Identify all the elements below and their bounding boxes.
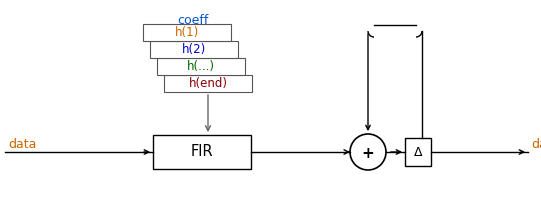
Bar: [143, 24, 231, 41]
Bar: [164, 75, 252, 92]
Text: data: data: [531, 138, 541, 151]
Text: $\Delta$: $\Delta$: [413, 145, 423, 158]
Bar: [150, 41, 238, 58]
Text: h(2): h(2): [182, 43, 206, 56]
Text: coeff: coeff: [177, 14, 209, 27]
Text: data: data: [8, 138, 36, 151]
Text: h(...): h(...): [187, 60, 215, 73]
Bar: [153, 135, 251, 169]
Text: FIR: FIR: [190, 144, 213, 159]
Text: h(end): h(end): [188, 77, 228, 90]
Bar: [157, 58, 245, 75]
Text: +: +: [361, 145, 374, 161]
Text: h(1): h(1): [175, 26, 199, 39]
Bar: [405, 138, 431, 166]
